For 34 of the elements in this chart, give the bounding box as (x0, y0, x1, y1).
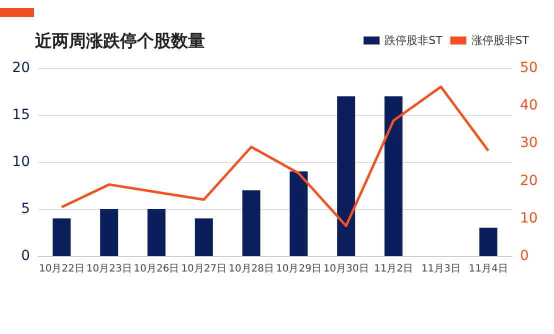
bar (337, 96, 356, 256)
y-tick-label: 10 (12, 154, 30, 170)
x-tick-label: 11月2日 (374, 264, 414, 274)
x-tick-label: 11月4日 (468, 264, 508, 274)
bar (100, 209, 118, 256)
y2-tick-label: 50 (520, 60, 538, 76)
legend-label: 跌停股非ST (384, 34, 443, 47)
x-tick-label: 10月29日 (276, 264, 322, 274)
x-tick-label: 10月23日 (86, 264, 132, 274)
bar (194, 218, 213, 256)
chart-title: 近两周涨跌停个股数量 (34, 32, 205, 52)
x-tick-label: 10月27日 (181, 264, 227, 274)
x-tick-label: 10月30日 (323, 264, 369, 274)
y2-tick-label: 40 (520, 98, 538, 114)
bar (148, 209, 166, 256)
line-series (60, 86, 490, 228)
y-tick-label: 0 (21, 248, 30, 264)
y2-tick-label: 0 (520, 248, 529, 264)
y2-tick-label: 30 (520, 135, 538, 152)
legend-label: 涨停股非ST (471, 34, 530, 47)
bar (290, 171, 308, 256)
bar (384, 96, 402, 256)
bar (52, 218, 71, 256)
x-tick-label: 10月22日 (38, 264, 84, 274)
y2-tick-label: 20 (520, 172, 538, 189)
bar (242, 190, 260, 256)
y-tick-label: 5 (21, 201, 30, 217)
bar (479, 228, 498, 256)
y-tick-label: 15 (12, 107, 30, 123)
x-tick-label: 10月26日 (134, 264, 180, 274)
x-tick-label: 11月3日 (421, 264, 460, 274)
x-tick-label: 10月28日 (228, 264, 274, 274)
y2-tick-label: 10 (520, 210, 538, 226)
y-tick-label: 20 (12, 60, 30, 76)
